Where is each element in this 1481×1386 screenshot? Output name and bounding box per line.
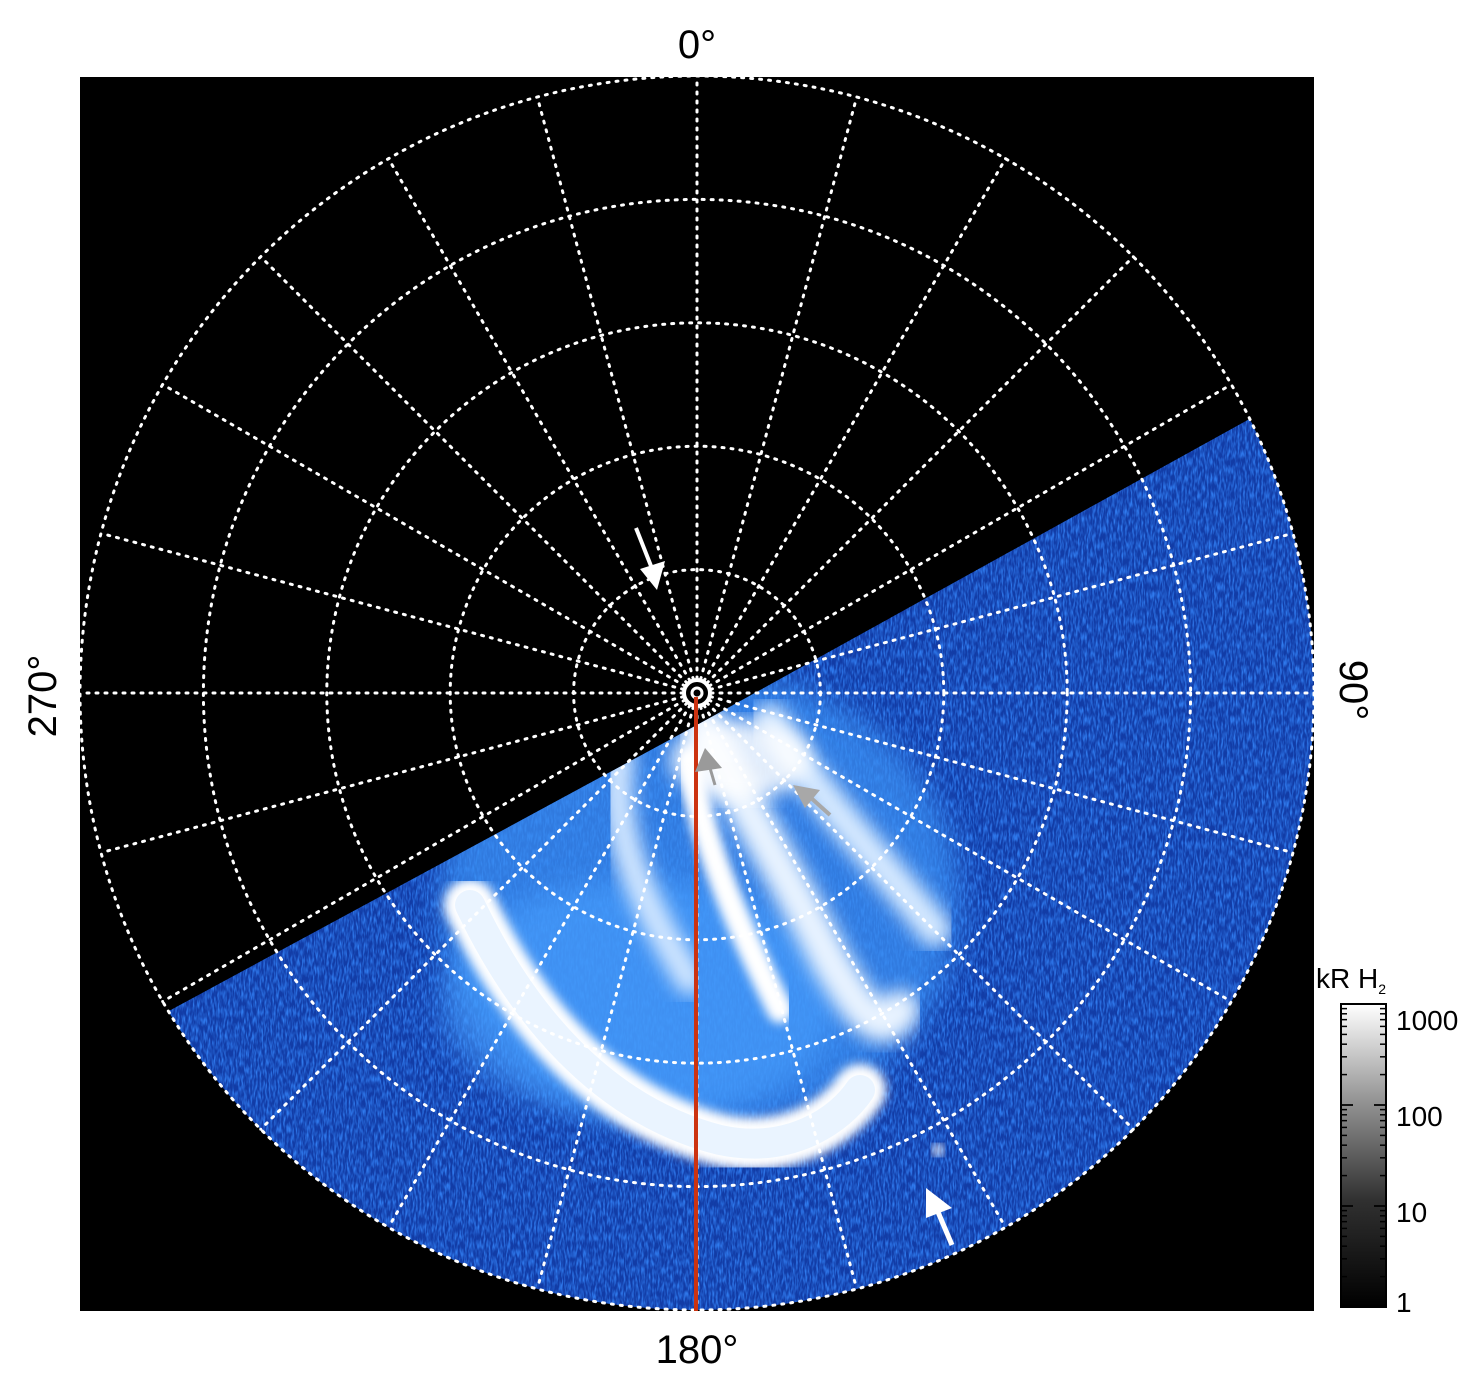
- colorbar: kR H2 1000 100 10 1: [1316, 963, 1458, 1318]
- grid-meridian: [705, 701, 1135, 1131]
- grid-meridian: [535, 95, 695, 681]
- grid-ring: [325, 321, 1069, 1065]
- colorbar-tick-1: 1: [1396, 1287, 1412, 1318]
- coordinate-grid: [78, 74, 1316, 1312]
- grid-meridian: [99, 531, 685, 691]
- grid-meridian: [702, 157, 1007, 683]
- grid-ring: [78, 74, 1316, 1312]
- grid-meridian: [259, 701, 689, 1131]
- arrow-gray-pole: [695, 748, 722, 786]
- arrow-white-bottom: [926, 1188, 955, 1246]
- grid-meridian: [705, 255, 1135, 685]
- label-180-deg: 180°: [656, 1328, 739, 1372]
- grid-meridian: [99, 695, 685, 855]
- grid-meridian: [161, 383, 687, 688]
- grid-meridian: [702, 703, 1007, 1229]
- arrow-gray-right: [793, 785, 832, 817]
- grid-meridian: [535, 705, 695, 1291]
- arrow-white-top: [634, 527, 665, 590]
- colorbar-title-subscript: 2: [1378, 981, 1386, 997]
- grid-meridian: [387, 703, 692, 1229]
- grid-meridian: [259, 255, 689, 685]
- grid-meridian: [699, 705, 859, 1291]
- grid-meridian: [707, 698, 1233, 1003]
- colorbar-gradient: [1340, 1003, 1387, 1308]
- grid-meridian: [699, 95, 859, 681]
- label-0-deg: 0°: [678, 23, 716, 67]
- colorbar-tick-1000: 1000: [1396, 1005, 1458, 1036]
- grid-meridian: [709, 695, 1295, 855]
- grid-meridian: [709, 531, 1295, 691]
- label-90-deg: 90°: [1331, 660, 1375, 721]
- label-270-deg: 270°: [21, 655, 65, 738]
- colorbar-ticks: [1341, 1003, 1386, 1308]
- grid-meridian: [707, 383, 1233, 688]
- colorbar-tick-10: 10: [1396, 1197, 1427, 1228]
- grid-meridian: [387, 157, 692, 683]
- colorbar-tick-100: 100: [1396, 1101, 1443, 1132]
- colorbar-title: kR H2: [1316, 963, 1386, 997]
- grid-meridian: [161, 698, 687, 1003]
